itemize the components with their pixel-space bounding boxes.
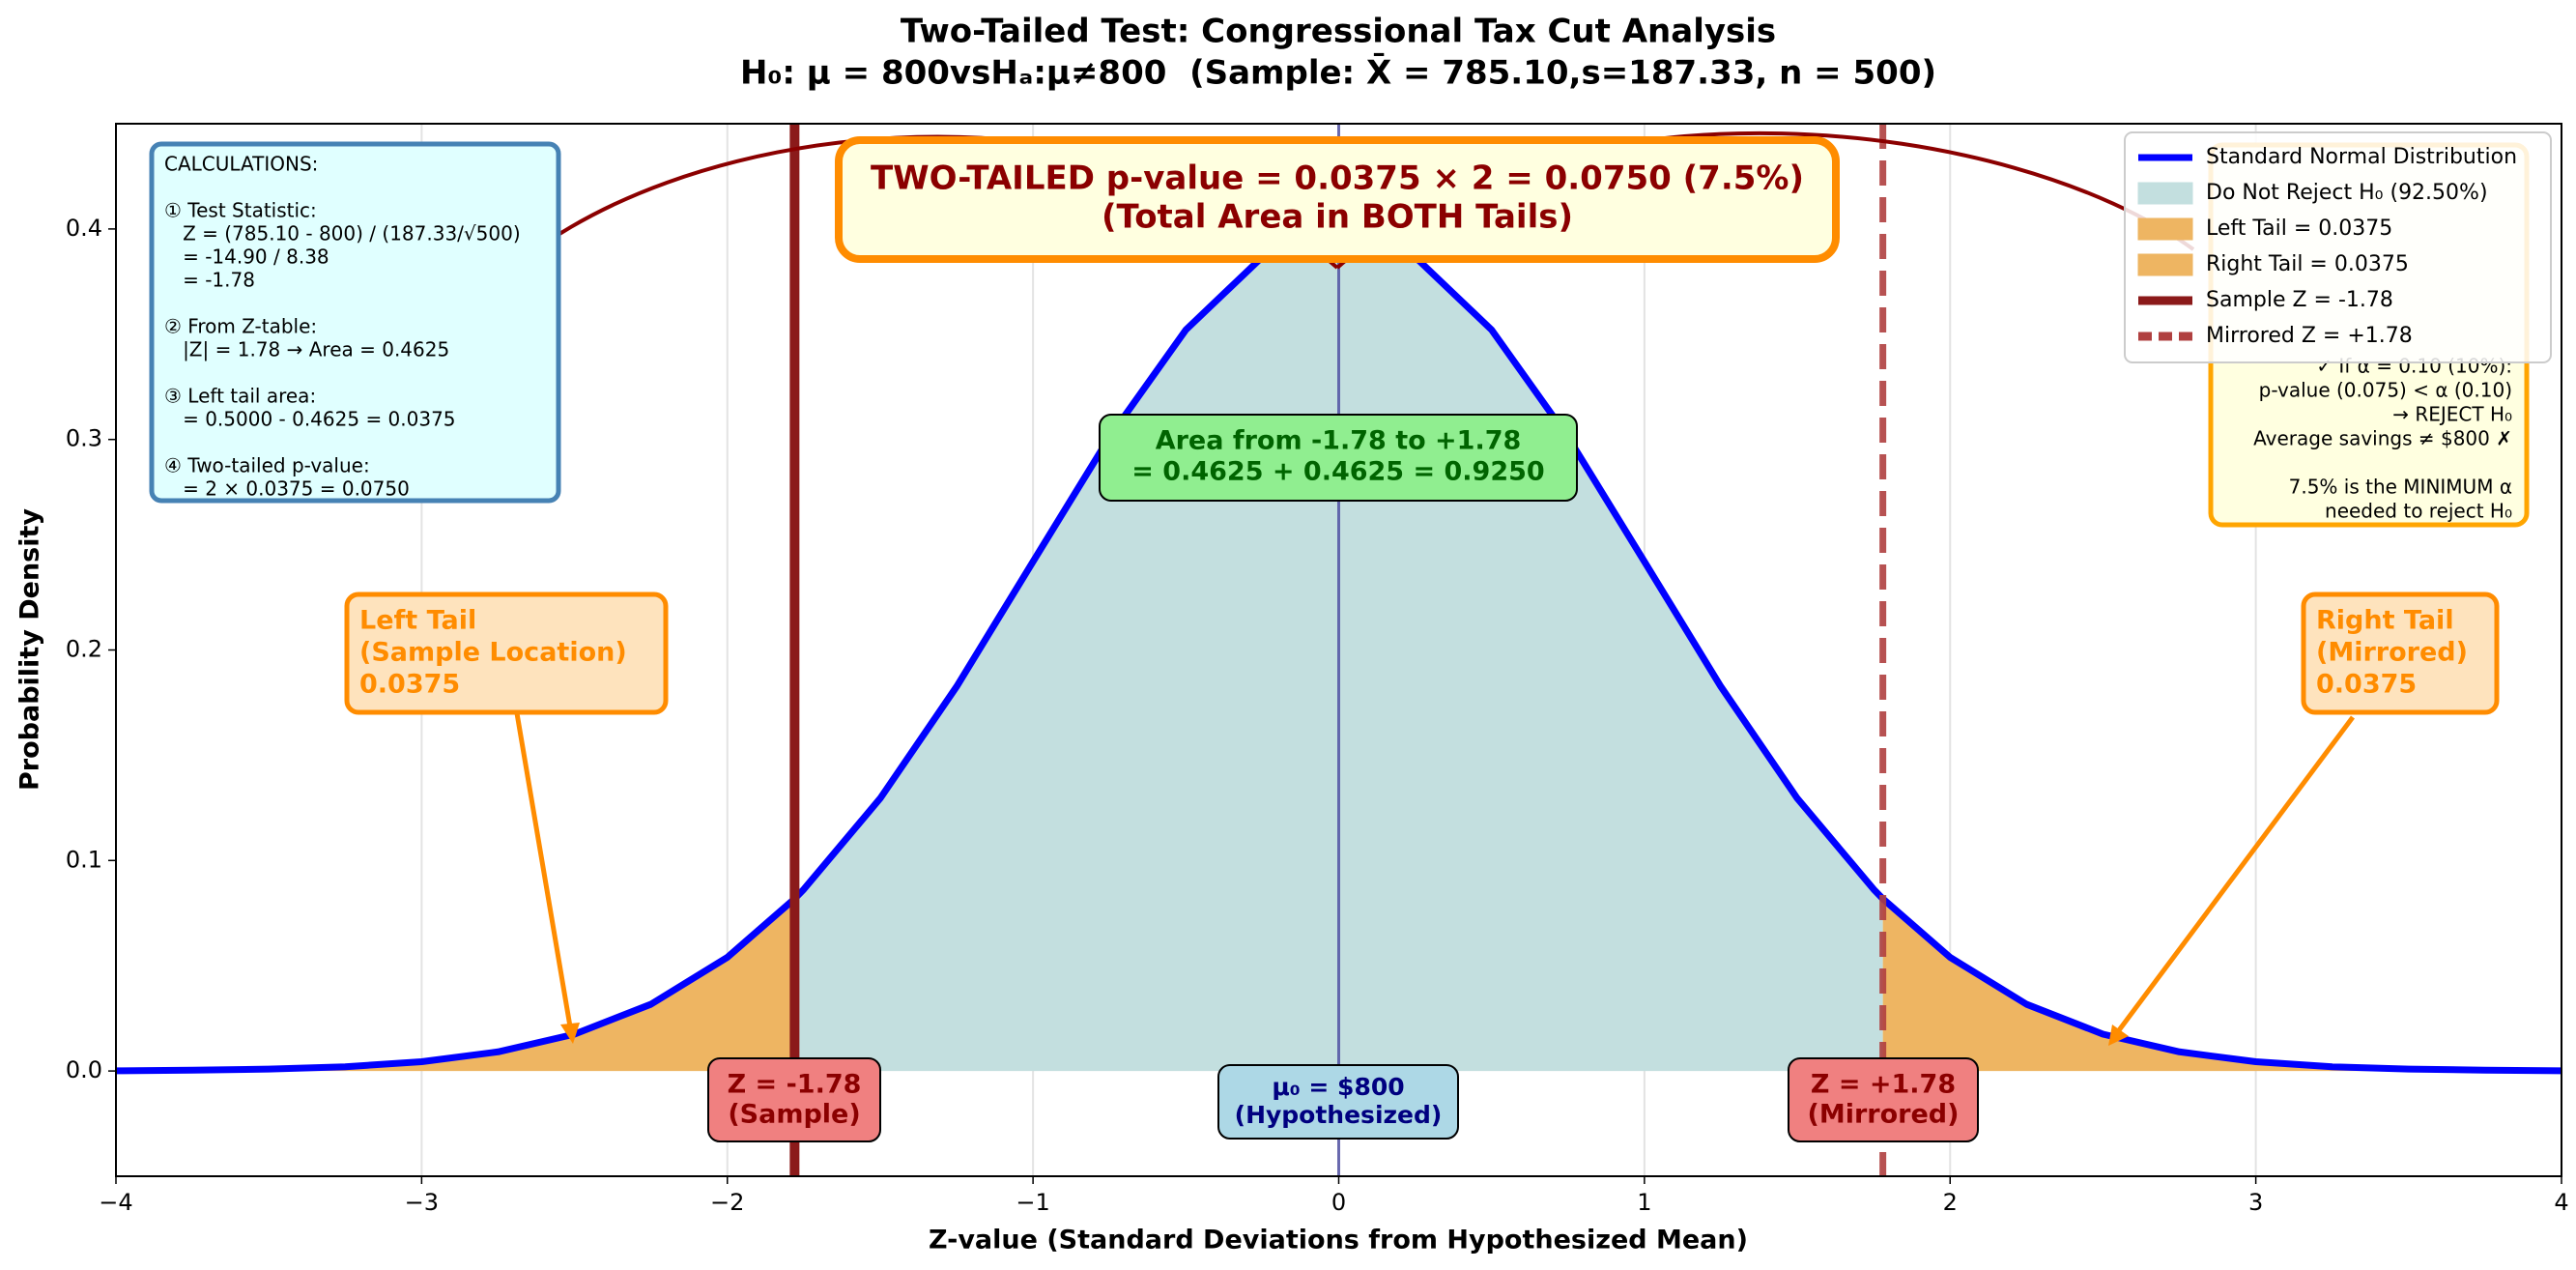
legend-label: Left Tail = 0.0375 (2206, 216, 2392, 241)
calc-line: = 0.5000 - 0.4625 = 0.0375 (164, 408, 456, 431)
calc-line: ① Test Statistic: (164, 199, 317, 222)
x-tick-label: 2 (1943, 1189, 1958, 1216)
pvalue-box (835, 136, 1840, 263)
arrow-head (560, 1023, 580, 1044)
y-axis-label: Probability Density (15, 508, 45, 791)
chart-subtitle: H₀: μ = 800vsHₐ:μ≠800 (Sample: X̄ = 785.… (740, 51, 1936, 92)
legend-label: Mirrored Z = +1.78 (2206, 324, 2413, 348)
decision-text: p-value (0.075) < α (0.10) (2259, 379, 2512, 402)
legend-label: Right Tail = 0.0375 (2206, 252, 2409, 276)
calc-line: = -14.90 / 8.38 (164, 245, 329, 269)
calc-line: Z = (785.10 - 800) / (187.33/√500) (164, 222, 521, 245)
x-tick-label: −2 (710, 1189, 744, 1216)
left-tail-text: (Sample Location) (359, 638, 627, 668)
decision-text: → REJECT H₀ (2392, 403, 2512, 426)
z-mirror-text: (Mirrored) (1808, 1100, 1960, 1130)
z-mirror-text: Z = +1.78 (1811, 1070, 1956, 1100)
left-tail-box (344, 592, 669, 715)
x-tick-label: −3 (405, 1189, 439, 1216)
calc-line: ③ Left tail area: (164, 385, 316, 408)
y-tick-label: 0.3 (66, 425, 102, 452)
x-tick-label: 4 (2554, 1189, 2568, 1216)
calc-line: ④ Two-tailed p-value: (164, 454, 370, 477)
area-box (1099, 414, 1578, 502)
region-fill (116, 898, 795, 1072)
arrow-head (2108, 1025, 2129, 1046)
area-text: = 0.4625 + 0.4625 = 0.9250 (1131, 457, 1544, 487)
legend-label: Do Not Reject H₀ (92.50%) (2206, 181, 2488, 205)
decision-text: needed to reject H₀ (2325, 500, 2512, 523)
x-tick-label: −1 (1016, 1189, 1049, 1216)
calc-line: |Z| = 1.78 → Area = 0.4625 (164, 338, 449, 361)
legend-swatch (2137, 253, 2193, 276)
x-axis-label: Z-value (Standard Deviations from Hypoth… (929, 1226, 1748, 1256)
plot-frame (115, 123, 2562, 1177)
right-tail-text: 0.0375 (2316, 670, 2417, 700)
y-tick-label: 0.1 (66, 846, 102, 873)
calc-line: = 2 × 0.0375 = 0.0750 (164, 477, 410, 501)
mu-text: μ₀ = $800 (1272, 1073, 1404, 1101)
pvalue-text: (Total Area in BOTH Tails) (1102, 198, 1573, 237)
arrow (2113, 715, 2356, 1036)
legend-label: Sample Z = -1.78 (2206, 288, 2393, 312)
calc-title: CALCULATIONS: (164, 153, 318, 176)
legend-box (2124, 131, 2552, 363)
calc-line: ② From Z-table: (164, 315, 317, 338)
area-text: Area from -1.78 to +1.78 (1156, 426, 1522, 456)
right-tail-text: (Mirrored) (2316, 638, 2468, 668)
y-tick-label: 0.4 (66, 215, 102, 242)
x-tick-label: −4 (99, 1189, 132, 1216)
mu-text: (Hypothesized) (1235, 1101, 1443, 1129)
calc-box (149, 141, 561, 504)
x-tick-label: 1 (1637, 1189, 1651, 1216)
right-tail-text: Right Tail (2316, 606, 2454, 636)
left-tail-text: 0.0375 (359, 670, 460, 700)
z-mirror-box (1788, 1057, 1979, 1142)
pvalue-text: TWO-TAILED p-value = 0.0375 × 2 = 0.0750… (871, 159, 1804, 198)
mu-box (1217, 1064, 1459, 1140)
calc-line: = -1.78 (164, 269, 255, 292)
legend-swatch (2137, 182, 2193, 205)
decision-text: 7.5% is the MINIMUM α (2289, 476, 2512, 499)
legend-swatch (2137, 217, 2193, 241)
z-sample-box (707, 1057, 881, 1142)
chart-title: Two-Tailed Test: Congressional Tax Cut A… (901, 13, 1776, 51)
z-sample-text: Z = -1.78 (728, 1070, 862, 1100)
arrow (514, 712, 574, 1033)
y-tick-label: 0.0 (66, 1056, 102, 1083)
left-tail-text: Left Tail (359, 606, 476, 636)
decision-text: Average savings ≠ $800 ✗ (2253, 427, 2512, 450)
y-tick-label: 0.2 (66, 636, 102, 663)
legend-label: Standard Normal Distribution (2206, 145, 2517, 169)
x-tick-label: 0 (1331, 1189, 1346, 1216)
right-tail-box (2301, 592, 2500, 715)
x-tick-label: 3 (2248, 1189, 2263, 1216)
region-fill (1882, 898, 2562, 1072)
z-sample-text: (Sample) (728, 1100, 860, 1130)
